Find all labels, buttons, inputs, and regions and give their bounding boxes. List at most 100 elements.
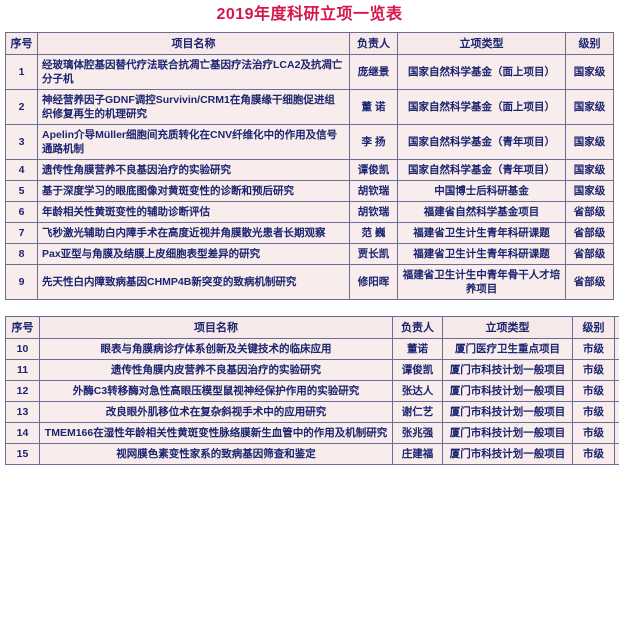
- cell-name: 年龄相关性黄斑变性的辅助诊断评估: [37, 201, 350, 223]
- table-1-wrapper: 序号 项目名称 负责人 立项类型 级别 1 经玻璃体腔基因替代疗法联合抗凋亡基因疗…: [0, 32, 619, 300]
- table-row: 14 TMEM166在湿性年龄相关性黄斑变性脉络膜新生血管中的作用及机制研究 张兆强…: [5, 422, 619, 444]
- cell-name: 改良眼外肌移位术在复杂斜视手术中的应用研究: [39, 401, 393, 423]
- table-row: 13 改良眼外肌移位术在复杂斜视手术中的应用研究 谢仁艺 厦门市科技计划一般项目 市级: [5, 401, 619, 423]
- header-leader: 负责人: [349, 32, 398, 55]
- cell-level: 国家级: [565, 124, 614, 160]
- cell-level: 市级: [572, 422, 615, 444]
- cell-index: 2: [5, 89, 38, 125]
- cell-type: 福建省自然科学基金项目: [397, 201, 566, 223]
- cell-leader: 张兆强: [392, 422, 443, 444]
- cell-leader: 谭俊凯: [392, 359, 443, 381]
- cell-index: 11: [5, 359, 40, 381]
- header-overflow: [614, 316, 619, 339]
- cell-index: 3: [5, 124, 38, 160]
- cell-type: 厦门市科技计划一般项目: [442, 380, 573, 402]
- page-title: 2019年度科研立项一览表: [216, 6, 403, 23]
- cell-type: 厦门市科技计划一般项目: [442, 359, 573, 381]
- table-row: 5 基于深度学习的眼底图像对黄斑变性的诊断和预后研究 胡钦瑞 中国博士后科研基金 国家级: [5, 180, 614, 202]
- cell-type: 厦门市科技计划一般项目: [442, 422, 573, 444]
- header-level: 级别: [572, 316, 615, 339]
- header-name: 项目名称: [39, 316, 393, 339]
- cell-name: 遗传性角膜营养不良基因治疗的实验研究: [37, 159, 350, 181]
- cell-leader: 庄建福: [392, 443, 443, 465]
- table-row: 15 视网膜色素变性家系的致病基因筛查和鉴定 庄建福 厦门市科技计划一般项目 市级: [5, 443, 619, 465]
- cell-level: 国家级: [565, 89, 614, 125]
- cell-type: 福建省卫生计生青年科研课题: [397, 243, 566, 265]
- cell-level: 省部级: [565, 222, 614, 244]
- cell-type: 国家自然科学基金（面上项目）: [397, 89, 566, 125]
- cell-name: 外酶C3转移酶对急性高眼压模型鼠视神经保护作用的实验研究: [39, 380, 393, 402]
- table-row: 1 经玻璃体腔基因替代疗法联合抗凋亡基因疗法治疗LCA2及抗凋亡分子机 庞继景 国家自…: [5, 54, 614, 90]
- header-level: 级别: [565, 32, 614, 55]
- table-row: 2 神经营养因子GDNF调控Survivin/CRM1在角膜缘干细胞促进组织修复再…: [5, 89, 614, 125]
- cell-level: 市级: [572, 443, 615, 465]
- cell-index: 12: [5, 380, 40, 402]
- cell-leader: 胡钦瑞: [349, 201, 398, 223]
- table-row: 4 遗传性角膜营养不良基因治疗的实验研究 谭俊凯 国家自然科学基金（青年项目） 国家级: [5, 159, 614, 181]
- header-type: 立项类型: [442, 316, 573, 339]
- table-1-header: 序号 项目名称 负责人 立项类型 级别: [5, 32, 614, 55]
- cell-type: 中国博士后科研基金: [397, 180, 566, 202]
- cell-overflow: [614, 443, 619, 465]
- cell-leader: 张达人: [392, 380, 443, 402]
- header-type: 立项类型: [397, 32, 566, 55]
- cell-name: 经玻璃体腔基因替代疗法联合抗凋亡基因疗法治疗LCA2及抗凋亡分子机: [37, 54, 350, 90]
- table-2-wrapper: 序号 项目名称 负责人 立项类型 级别 10 眼表与角膜病诊疗体系创新及关键技术的…: [0, 316, 619, 465]
- cell-index: 10: [5, 338, 40, 360]
- cell-name: 遗传性角膜内皮营养不良基因治疗的实验研究: [39, 359, 393, 381]
- cell-leader: 修阳晖: [349, 264, 398, 300]
- header-name: 项目名称: [37, 32, 350, 55]
- cell-index: 15: [5, 443, 40, 465]
- cell-overflow: [614, 338, 619, 360]
- cell-name: Apelin介导Müller细胞间充质转化在CNV纤维化中的作用及信号通路机制: [37, 124, 350, 160]
- cell-name: 先天性白内障致病基因CHMP4B新突变的致病机制研究: [37, 264, 350, 300]
- cell-leader: 贾长凯: [349, 243, 398, 265]
- cell-overflow: [614, 359, 619, 381]
- cell-index: 8: [5, 243, 38, 265]
- cell-index: 1: [5, 54, 38, 90]
- table-header-row: 序号 项目名称 负责人 立项类型 级别: [5, 32, 614, 55]
- cell-index: 4: [5, 159, 38, 181]
- cell-leader: 谢仁艺: [392, 401, 443, 423]
- cell-level: 市级: [572, 338, 615, 360]
- cell-index: 6: [5, 201, 38, 223]
- research-projects-table-1: 序号 项目名称 负责人 立项类型 级别 1 经玻璃体腔基因替代疗法联合抗凋亡基因疗…: [5, 32, 614, 300]
- cell-leader: 董诺: [392, 338, 443, 360]
- header-index: 序号: [5, 316, 40, 339]
- cell-name: 神经营养因子GDNF调控Survivin/CRM1在角膜缘干细胞促进组织修复再生…: [37, 89, 350, 125]
- cell-name: Pax亚型与角膜及结膜上皮细胞表型差异的研究: [37, 243, 350, 265]
- cell-leader: 董 诺: [349, 89, 398, 125]
- table-row: 12 外酶C3转移酶对急性高眼压模型鼠视神经保护作用的实验研究 张达人 厦门市科技计划…: [5, 380, 619, 402]
- cell-leader: 李 扬: [349, 124, 398, 160]
- cell-type: 国家自然科学基金（面上项目）: [397, 54, 566, 90]
- cell-type: 国家自然科学基金（青年项目）: [397, 159, 566, 181]
- cell-level: 市级: [572, 380, 615, 402]
- cell-type: 福建省卫生计生中青年骨干人才培养项目: [397, 264, 566, 300]
- cell-level: 国家级: [565, 159, 614, 181]
- research-projects-table-2: 序号 项目名称 负责人 立项类型 级别 10 眼表与角膜病诊疗体系创新及关键技术的…: [5, 316, 619, 465]
- table-row: 6 年龄相关性黄斑变性的辅助诊断评估 胡钦瑞 福建省自然科学基金项目 省部级: [5, 201, 614, 223]
- cell-level: 市级: [572, 401, 615, 423]
- cell-type: 福建省卫生计生青年科研课题: [397, 222, 566, 244]
- table-2-body: 10 眼表与角膜病诊疗体系创新及关键技术的临床应用 董诺 厦门医疗卫生重点项目 市级 11…: [5, 338, 619, 465]
- cell-level: 省部级: [565, 201, 614, 223]
- cell-level: 市级: [572, 359, 615, 381]
- table-header-row: 序号 项目名称 负责人 立项类型 级别: [5, 316, 619, 339]
- cell-overflow: [614, 422, 619, 444]
- cell-overflow: [614, 401, 619, 423]
- cell-level: 国家级: [565, 180, 614, 202]
- cell-index: 14: [5, 422, 40, 444]
- cell-leader: 范 巍: [349, 222, 398, 244]
- cell-type: 厦门医疗卫生重点项目: [442, 338, 573, 360]
- cell-index: 13: [5, 401, 40, 423]
- cell-index: 5: [5, 180, 38, 202]
- cell-name: 视网膜色素变性家系的致病基因筛查和鉴定: [39, 443, 393, 465]
- table-gap: [0, 300, 619, 316]
- table-row: 8 Pax亚型与角膜及结膜上皮细胞表型差异的研究 贾长凯 福建省卫生计生青年科研课题省…: [5, 243, 614, 265]
- cell-leader: 胡钦瑞: [349, 180, 398, 202]
- table-2-header: 序号 项目名称 负责人 立项类型 级别: [5, 316, 619, 339]
- cell-level: 省部级: [565, 264, 614, 300]
- cell-level: 国家级: [565, 54, 614, 90]
- header-leader: 负责人: [392, 316, 443, 339]
